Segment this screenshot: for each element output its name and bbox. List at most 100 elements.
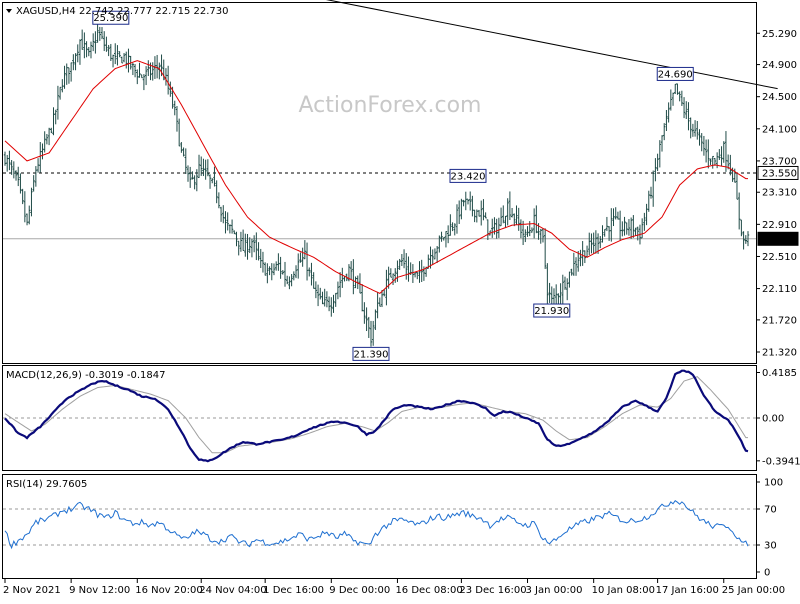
- price-bar: [279, 256, 282, 279]
- price-bar: [614, 207, 617, 220]
- price-bar: [268, 266, 271, 276]
- price-bar: [475, 209, 479, 223]
- price-bar: [283, 261, 287, 287]
- price-annotation: 21.930: [533, 303, 571, 318]
- price-bar: [682, 97, 686, 119]
- price-bar: [147, 60, 150, 77]
- price-bar: [508, 191, 512, 221]
- price-bar: [596, 233, 600, 254]
- macd-panel: [3, 369, 756, 463]
- price-bar: [327, 296, 331, 312]
- price-bar: [52, 107, 55, 136]
- price-bar: [740, 219, 743, 237]
- price-bar: [206, 159, 210, 177]
- time-axis-label: 17 Jan 16:00: [656, 585, 719, 596]
- price-bar: [729, 154, 732, 176]
- price-bar: [394, 268, 397, 283]
- price-bar: [656, 153, 659, 172]
- price-bar: [559, 283, 562, 305]
- price-bar: [685, 101, 688, 119]
- price-bar: [541, 228, 545, 243]
- price-bar: [640, 218, 644, 239]
- price-bar: [336, 281, 340, 300]
- price-axis-label: 25.290: [762, 29, 797, 40]
- price-bar: [521, 220, 525, 246]
- price-bar: [107, 44, 110, 57]
- price-bar: [530, 227, 534, 233]
- price-bar: [418, 261, 421, 283]
- price-bar: [61, 79, 64, 93]
- annotation-box: [533, 303, 571, 318]
- price-bar: [634, 227, 637, 236]
- price-bar: [649, 186, 653, 199]
- price-bar: [700, 133, 703, 152]
- dropdown-triangle-icon[interactable]: [6, 9, 12, 13]
- price-bar: [704, 139, 708, 163]
- rsi-axis-label: 0: [764, 568, 770, 579]
- price-bar: [122, 53, 126, 63]
- symbol-label: XAGUSD,H4: [16, 6, 76, 17]
- price-bar: [274, 261, 278, 271]
- price-bar: [72, 54, 75, 71]
- price-bar: [140, 74, 143, 79]
- badge-label: 22.730: [762, 234, 797, 245]
- price-bar: [288, 276, 291, 290]
- price-bar: [506, 198, 509, 226]
- price-bar: [413, 272, 417, 278]
- price-bar: [292, 271, 296, 281]
- price-bar: [563, 276, 567, 290]
- price-bar: [733, 168, 736, 183]
- price-bar: [67, 67, 71, 84]
- time-axis-label: 9 Nov 12:00: [69, 585, 130, 596]
- price-bar: [241, 229, 245, 251]
- price-bar: [570, 268, 573, 276]
- price-bar: [28, 205, 31, 225]
- price-bar: [737, 192, 741, 230]
- rsi-panel-frame: [2, 474, 757, 579]
- price-bar: [629, 217, 633, 239]
- price-bar: [305, 242, 309, 281]
- price-bar: [109, 43, 113, 62]
- price-bar: [383, 289, 386, 297]
- price-bar: [616, 211, 620, 220]
- price-bar: [440, 231, 443, 242]
- price-bar: [118, 51, 121, 58]
- price-bar: [54, 109, 57, 125]
- annotation-label: 25.390: [93, 13, 128, 24]
- moving-average-line: [4, 60, 748, 295]
- price-bar: [676, 83, 679, 95]
- time-axis-label: 24 Nov 04:00: [199, 585, 266, 596]
- price-bar: [360, 284, 364, 312]
- price-bar: [116, 45, 119, 66]
- price-bar: [464, 191, 467, 211]
- price-bar: [651, 170, 655, 207]
- price-bar: [195, 169, 199, 192]
- price-bar: [444, 231, 448, 248]
- price-bar: [352, 259, 355, 295]
- price-bar: [621, 221, 624, 237]
- annotation-box: [92, 10, 130, 25]
- price-bar: [175, 106, 179, 132]
- price-bar: [36, 158, 40, 173]
- price-bar: [8, 150, 11, 171]
- price-bar: [358, 273, 362, 294]
- price-bar: [200, 156, 203, 176]
- price-bar: [568, 271, 571, 288]
- price-bar: [281, 270, 284, 275]
- price-bar: [74, 53, 77, 71]
- price-bar: [270, 263, 273, 281]
- price-bar: [389, 268, 393, 278]
- chart-header: XAGUSD,H4 22.742 22.777 22.715 22.730: [6, 6, 229, 17]
- price-bar: [259, 248, 262, 269]
- price-bar: [398, 258, 401, 270]
- price-bar: [257, 242, 260, 261]
- price-bar: [69, 62, 73, 82]
- price-bar: [378, 297, 382, 307]
- price-bar: [319, 287, 322, 300]
- price-bar: [89, 41, 93, 59]
- price-bar: [691, 123, 695, 137]
- price-bar: [482, 199, 485, 221]
- price-bar: [391, 273, 395, 285]
- price-bar: [6, 154, 9, 172]
- price-bar: [83, 32, 86, 59]
